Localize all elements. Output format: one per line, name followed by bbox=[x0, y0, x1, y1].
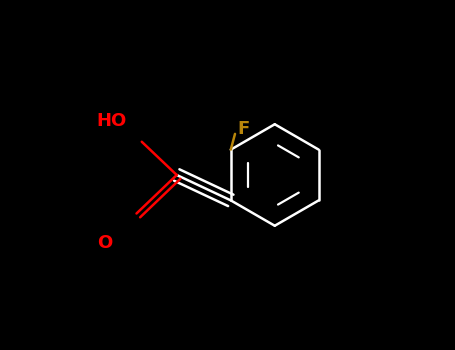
Text: F: F bbox=[238, 120, 250, 138]
Text: HO: HO bbox=[97, 112, 127, 130]
Text: O: O bbox=[97, 234, 113, 252]
